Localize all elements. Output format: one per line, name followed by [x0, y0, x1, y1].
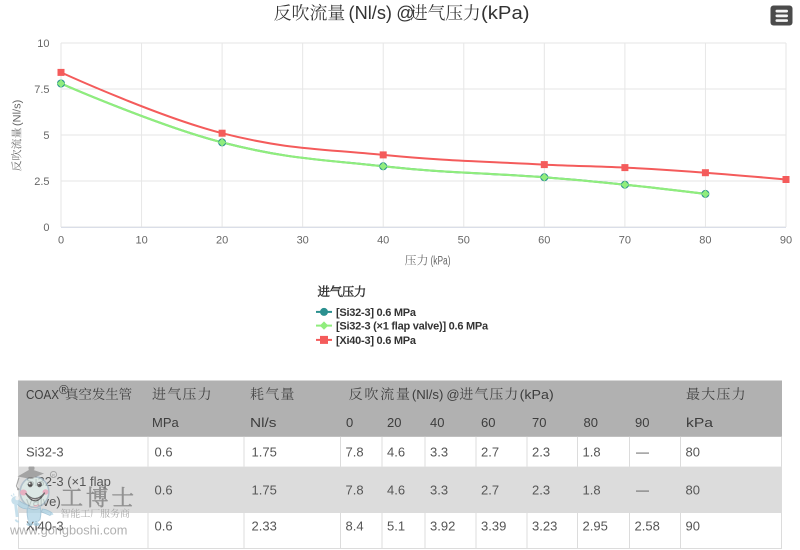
svg-text:2.33: 2.33 — [252, 519, 277, 534]
svg-text:90: 90 — [686, 519, 700, 534]
svg-text:10: 10 — [135, 235, 147, 247]
svg-text:7.5: 7.5 — [34, 84, 49, 96]
svg-text:[Si32-3 (×1 flap valve)] 0.6 M: [Si32-3 (×1 flap valve)] 0.6 MPa — [336, 321, 489, 333]
svg-text:[Xi40-3] 0.6 MPa: [Xi40-3] 0.6 MPa — [336, 335, 417, 347]
svg-text:90: 90 — [780, 235, 792, 247]
svg-text:—: — — [636, 483, 649, 498]
svg-text:0: 0 — [346, 415, 353, 430]
svg-text:4.6: 4.6 — [387, 445, 405, 460]
svg-text:2.95: 2.95 — [583, 519, 608, 534]
svg-text:20: 20 — [216, 235, 228, 247]
svg-text:R: R — [52, 473, 56, 478]
svg-text:2.5: 2.5 — [34, 176, 49, 188]
svg-text:0.6: 0.6 — [155, 445, 173, 460]
svg-text:70: 70 — [619, 235, 631, 247]
svg-text:2.7: 2.7 — [481, 445, 499, 460]
svg-text:3.3: 3.3 — [430, 483, 448, 498]
svg-text:1.75: 1.75 — [252, 483, 277, 498]
svg-text:7.8: 7.8 — [346, 445, 364, 460]
svg-text:3.23: 3.23 — [532, 519, 557, 534]
svg-text:kPa: kPa — [686, 415, 714, 430]
svg-text:2.3: 2.3 — [532, 445, 550, 460]
svg-text:40: 40 — [430, 415, 444, 430]
svg-text:Si32-3: Si32-3 — [26, 445, 64, 460]
svg-text:80: 80 — [686, 483, 700, 498]
svg-text:MPa: MPa — [152, 415, 180, 430]
svg-text:1.75: 1.75 — [252, 445, 277, 460]
svg-text:2.58: 2.58 — [635, 519, 660, 534]
svg-text:0: 0 — [43, 222, 49, 234]
svg-text:2.7: 2.7 — [481, 483, 499, 498]
svg-text:@: @ — [396, 3, 414, 23]
svg-text:(kPa): (kPa) — [431, 256, 451, 268]
svg-text:—: — — [636, 445, 649, 460]
svg-text:60: 60 — [481, 415, 495, 430]
svg-text:7.8: 7.8 — [346, 483, 364, 498]
svg-text:@: @ — [446, 387, 459, 402]
svg-text:0.6: 0.6 — [155, 483, 173, 498]
svg-text:4.6: 4.6 — [387, 483, 405, 498]
svg-text:20: 20 — [387, 415, 401, 430]
svg-text:®: ® — [59, 382, 69, 397]
svg-text:10: 10 — [37, 38, 49, 50]
svg-text:1.8: 1.8 — [583, 483, 601, 498]
svg-text:40: 40 — [377, 235, 389, 247]
svg-text:60: 60 — [538, 235, 550, 247]
svg-text:www.gongboshi.com: www.gongboshi.com — [9, 523, 127, 538]
svg-text:0.6: 0.6 — [155, 519, 173, 534]
svg-text:5: 5 — [43, 130, 49, 142]
svg-text:(Nl/s): (Nl/s) — [412, 387, 444, 402]
svg-text:3.3: 3.3 — [430, 445, 448, 460]
svg-text:50: 50 — [458, 235, 470, 247]
svg-text:1.8: 1.8 — [583, 445, 601, 460]
svg-text:80: 80 — [699, 235, 711, 247]
svg-text:(kPa): (kPa) — [520, 387, 554, 402]
svg-text:Nl/s: Nl/s — [250, 415, 277, 430]
svg-text:30: 30 — [297, 235, 309, 247]
svg-text:0: 0 — [58, 235, 64, 247]
svg-text:(Nl/s): (Nl/s) — [349, 3, 393, 23]
svg-text:(kPa): (kPa) — [481, 3, 530, 23]
svg-text:70: 70 — [532, 415, 546, 430]
svg-text:90: 90 — [635, 415, 649, 430]
svg-text:COAX: COAX — [26, 387, 59, 402]
svg-text:80: 80 — [686, 445, 700, 460]
svg-text:80: 80 — [584, 415, 598, 430]
svg-text:5.1: 5.1 — [387, 519, 405, 534]
svg-text:3.92: 3.92 — [430, 519, 455, 534]
svg-text:[Si32-3] 0.6 MPa: [Si32-3] 0.6 MPa — [336, 307, 417, 319]
svg-text:8.4: 8.4 — [346, 519, 364, 534]
svg-text:3.39: 3.39 — [481, 519, 506, 534]
svg-text:2.3: 2.3 — [532, 483, 550, 498]
svg-text:(Nl/s): (Nl/s) — [12, 100, 24, 126]
